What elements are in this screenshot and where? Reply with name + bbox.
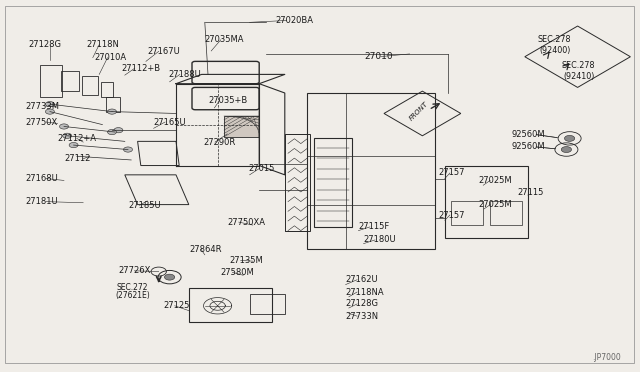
Text: 27115F: 27115F <box>358 222 390 231</box>
Bar <box>106 97 120 112</box>
Text: 27118N: 27118N <box>86 40 119 49</box>
Text: FRONT: FRONT <box>408 101 430 122</box>
Text: .JP7000: .JP7000 <box>592 353 621 362</box>
Text: 27020BA: 27020BA <box>275 16 313 25</box>
Text: (92410): (92410) <box>563 72 595 81</box>
Text: 27025M: 27025M <box>479 176 513 185</box>
Text: SEC.278: SEC.278 <box>561 61 595 70</box>
Circle shape <box>561 147 572 153</box>
Text: 27118NA: 27118NA <box>346 288 384 296</box>
Text: 27168U: 27168U <box>26 174 58 183</box>
Circle shape <box>114 128 123 133</box>
Bar <box>285 134 310 231</box>
Text: 27580M: 27580M <box>221 268 255 277</box>
Text: 27181U: 27181U <box>26 197 58 206</box>
Text: 27157: 27157 <box>438 169 465 177</box>
Circle shape <box>164 274 175 280</box>
Text: 27750XA: 27750XA <box>227 218 265 227</box>
Bar <box>61 71 79 91</box>
Text: 27165U: 27165U <box>154 118 186 126</box>
Text: 27167U: 27167U <box>147 47 180 56</box>
Text: 27290R: 27290R <box>204 138 236 147</box>
Text: 27864R: 27864R <box>189 245 222 254</box>
Text: 27010: 27010 <box>365 52 394 61</box>
Circle shape <box>69 142 78 148</box>
Bar <box>224 116 259 137</box>
Bar <box>451 201 483 225</box>
Bar <box>445 166 528 238</box>
Text: 27750X: 27750X <box>26 118 58 126</box>
Text: 27188U: 27188U <box>168 70 201 79</box>
Text: 27162U: 27162U <box>346 275 378 284</box>
Circle shape <box>45 102 54 107</box>
Text: 27733M: 27733M <box>26 102 60 110</box>
Text: 27733N: 27733N <box>346 312 379 321</box>
Bar <box>307 93 435 249</box>
Bar <box>40 65 62 97</box>
Text: 27112: 27112 <box>64 154 90 163</box>
Text: 27185U: 27185U <box>128 201 161 210</box>
Text: 27157: 27157 <box>438 211 465 219</box>
Text: 27115: 27115 <box>517 188 543 197</box>
Text: 27112+B: 27112+B <box>122 64 161 73</box>
Circle shape <box>60 124 68 129</box>
Bar <box>250 294 285 314</box>
Circle shape <box>108 109 116 114</box>
Circle shape <box>45 109 54 114</box>
Bar <box>314 138 352 227</box>
Text: 27010A: 27010A <box>95 53 127 62</box>
Circle shape <box>63 133 72 138</box>
Text: 27025M: 27025M <box>479 200 513 209</box>
Text: (92400): (92400) <box>540 46 571 55</box>
Circle shape <box>124 147 132 152</box>
Text: 92560M: 92560M <box>512 130 546 139</box>
Text: 27035+B: 27035+B <box>208 96 247 105</box>
Circle shape <box>564 135 575 141</box>
Text: 27015: 27015 <box>248 164 275 173</box>
Text: 27128G: 27128G <box>29 40 62 49</box>
Text: 27180U: 27180U <box>364 235 396 244</box>
Text: 27125: 27125 <box>163 301 189 310</box>
Text: SEC.272: SEC.272 <box>116 283 148 292</box>
Bar <box>101 82 113 97</box>
Bar <box>189 288 272 322</box>
Text: (27621E): (27621E) <box>115 291 150 300</box>
Text: 27112+A: 27112+A <box>58 134 97 143</box>
Text: 92560M: 92560M <box>512 142 546 151</box>
Text: 27726X: 27726X <box>118 266 151 275</box>
Text: 27135M: 27135M <box>229 256 263 265</box>
Text: SEC.278: SEC.278 <box>538 35 571 44</box>
Text: 27128G: 27128G <box>346 299 379 308</box>
Bar <box>82 76 98 95</box>
Bar <box>490 201 522 225</box>
Circle shape <box>108 129 116 135</box>
Text: 27035MA: 27035MA <box>205 35 244 44</box>
